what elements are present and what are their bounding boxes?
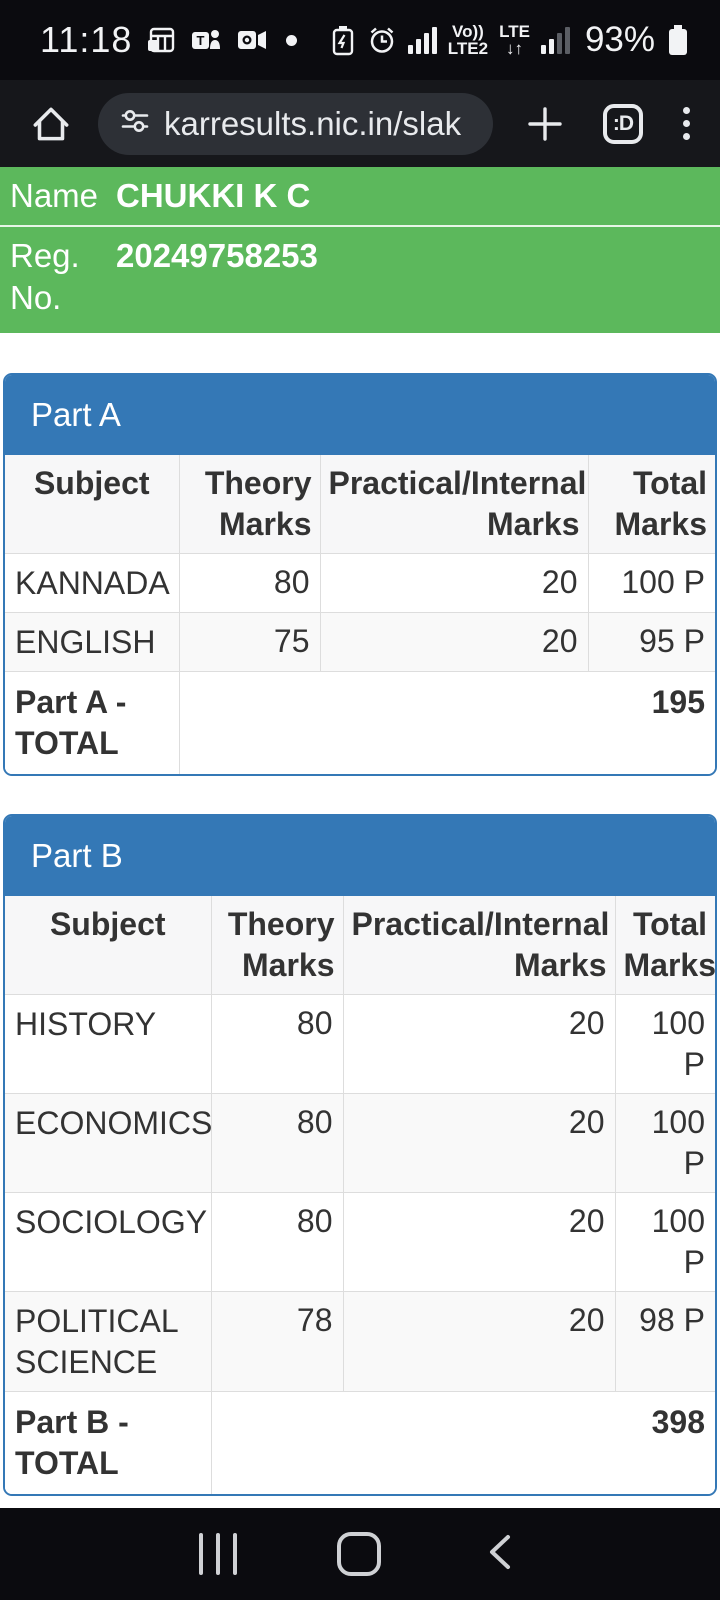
total-cell: 100 P [614, 1192, 715, 1292]
student-reg-row: Reg. No. 20249758253 [0, 225, 720, 333]
name-label: Name [10, 177, 99, 214]
table-row: ENGLISH 75 20 95 P [5, 612, 715, 672]
tab-switcher-button[interactable]: :D [603, 103, 643, 144]
status-bar: 11:18 T [0, 0, 720, 80]
part-a-total-value: 195 [178, 671, 715, 774]
part-a-total-label: Part A - TOTAL [5, 671, 179, 774]
part-b-total-row: Part B - TOTAL 398 [5, 1391, 715, 1494]
practical-cell: 20 [342, 1192, 615, 1292]
android-navigation-bar [0, 1508, 720, 1600]
alarm-icon [367, 25, 397, 55]
col-total-marks: Total Marks [614, 896, 715, 995]
home-button[interactable] [28, 101, 74, 147]
total-cell: 100 P [614, 1093, 715, 1193]
part-a-title: Part A [5, 375, 715, 455]
subject-cell: KANNADA [15, 564, 170, 601]
theory-cell: 80 [210, 1192, 343, 1292]
volte-indicator: Vo)) LTE2 [447, 22, 489, 58]
table-row: SOCIOLOGY 80 20 100 P [5, 1192, 715, 1292]
col-practical-marks: Practical/Internal Marks [342, 896, 615, 995]
new-tab-button[interactable] [523, 102, 567, 146]
theory-cell: 80 [178, 553, 320, 613]
subject-cell: HISTORY [15, 1005, 157, 1042]
part-a-table: Subject Theory Marks Practical/Internal … [5, 455, 715, 774]
table-row: POLITICAL SCIENCE 78 20 98 P [5, 1291, 715, 1392]
practical-cell: 20 [319, 553, 588, 613]
col-theory-marks: Theory Marks [178, 455, 320, 554]
url-bar[interactable]: karresults.nic.in/slak [98, 92, 493, 155]
site-settings-icon[interactable] [120, 106, 150, 141]
practical-cell: 20 [319, 612, 588, 672]
outlook-mail-notification-icon [236, 25, 268, 55]
teams-notification-icon: T [190, 25, 222, 55]
reg-no-value: 20249758253 [116, 237, 318, 274]
col-subject: Subject [5, 455, 179, 554]
signal-strength-icon-2 [540, 26, 570, 54]
reg-no-label: Reg. No. [10, 237, 80, 316]
lte-updown-indicator: LTE ↓↑ [499, 22, 530, 58]
android-home-button[interactable] [337, 1532, 381, 1576]
student-info-table: Name CHUKKI K C Reg. No. 20249758253 [0, 167, 720, 333]
part-b-title: Part B [5, 816, 715, 896]
part-a-header-row: Subject Theory Marks Practical/Internal … [5, 455, 715, 554]
clock-text: 11:18 [40, 19, 133, 60]
total-cell: 100 P [614, 994, 715, 1094]
signal-strength-icon-1 [407, 26, 437, 54]
theory-cell: 80 [210, 994, 343, 1094]
battery-percent-text: 93% [584, 20, 655, 59]
theory-cell: 75 [178, 612, 320, 672]
part-a-total-row: Part A - TOTAL 195 [5, 671, 715, 774]
subject-cell: POLITICAL SCIENCE [5, 1291, 211, 1392]
col-subject: Subject [5, 896, 211, 995]
part-b-header-row: Subject Theory Marks Practical/Internal … [5, 896, 715, 995]
back-button[interactable] [481, 1530, 521, 1579]
browser-menu-button[interactable] [683, 107, 690, 140]
table-row: HISTORY 80 20 100 P [5, 994, 715, 1094]
part-a-panel: Part A Subject Theory Marks Practical/In… [3, 373, 717, 776]
col-theory-marks: Theory Marks [210, 896, 343, 995]
name-value: CHUKKI K C [116, 177, 311, 214]
subject-cell: ECONOMICS [5, 1093, 212, 1193]
theory-cell: 78 [210, 1291, 343, 1392]
practical-cell: 20 [342, 994, 615, 1094]
battery-icon [666, 23, 690, 57]
total-cell: 100 P [587, 553, 715, 613]
part-b-panel: Part B Subject Theory Marks Practical/In… [3, 814, 717, 1496]
total-cell: 98 P [614, 1291, 715, 1392]
subject-cell: ENGLISH [5, 612, 179, 672]
table-row: KANNADA 80 20 100 P [5, 553, 715, 613]
part-b-total-value: 398 [210, 1391, 715, 1494]
svg-text:T: T [197, 33, 205, 48]
subject-cell: SOCIOLOGY [5, 1192, 211, 1292]
part-b-total-label: Part B - TOTAL [5, 1391, 211, 1494]
student-name-row: Name CHUKKI K C [0, 167, 720, 225]
browser-toolbar: karresults.nic.in/slak :D [0, 80, 720, 167]
outlook-calendar-notification-icon [146, 25, 176, 55]
col-total-marks: Total Marks [587, 455, 715, 554]
practical-cell: 20 [342, 1093, 615, 1193]
recents-button[interactable] [199, 1533, 237, 1575]
battery-saver-icon [330, 24, 356, 56]
table-row: ECONOMICS 80 20 100 P [5, 1093, 715, 1193]
theory-cell: 80 [210, 1093, 343, 1193]
total-cell: 95 P [587, 612, 715, 672]
url-text[interactable]: karresults.nic.in/slak [164, 104, 462, 142]
col-practical-marks: Practical/Internal Marks [319, 455, 588, 554]
practical-cell: 20 [342, 1291, 615, 1392]
part-b-table: Subject Theory Marks Practical/Internal … [5, 896, 715, 1494]
more-notifications-dot-icon [286, 34, 298, 46]
